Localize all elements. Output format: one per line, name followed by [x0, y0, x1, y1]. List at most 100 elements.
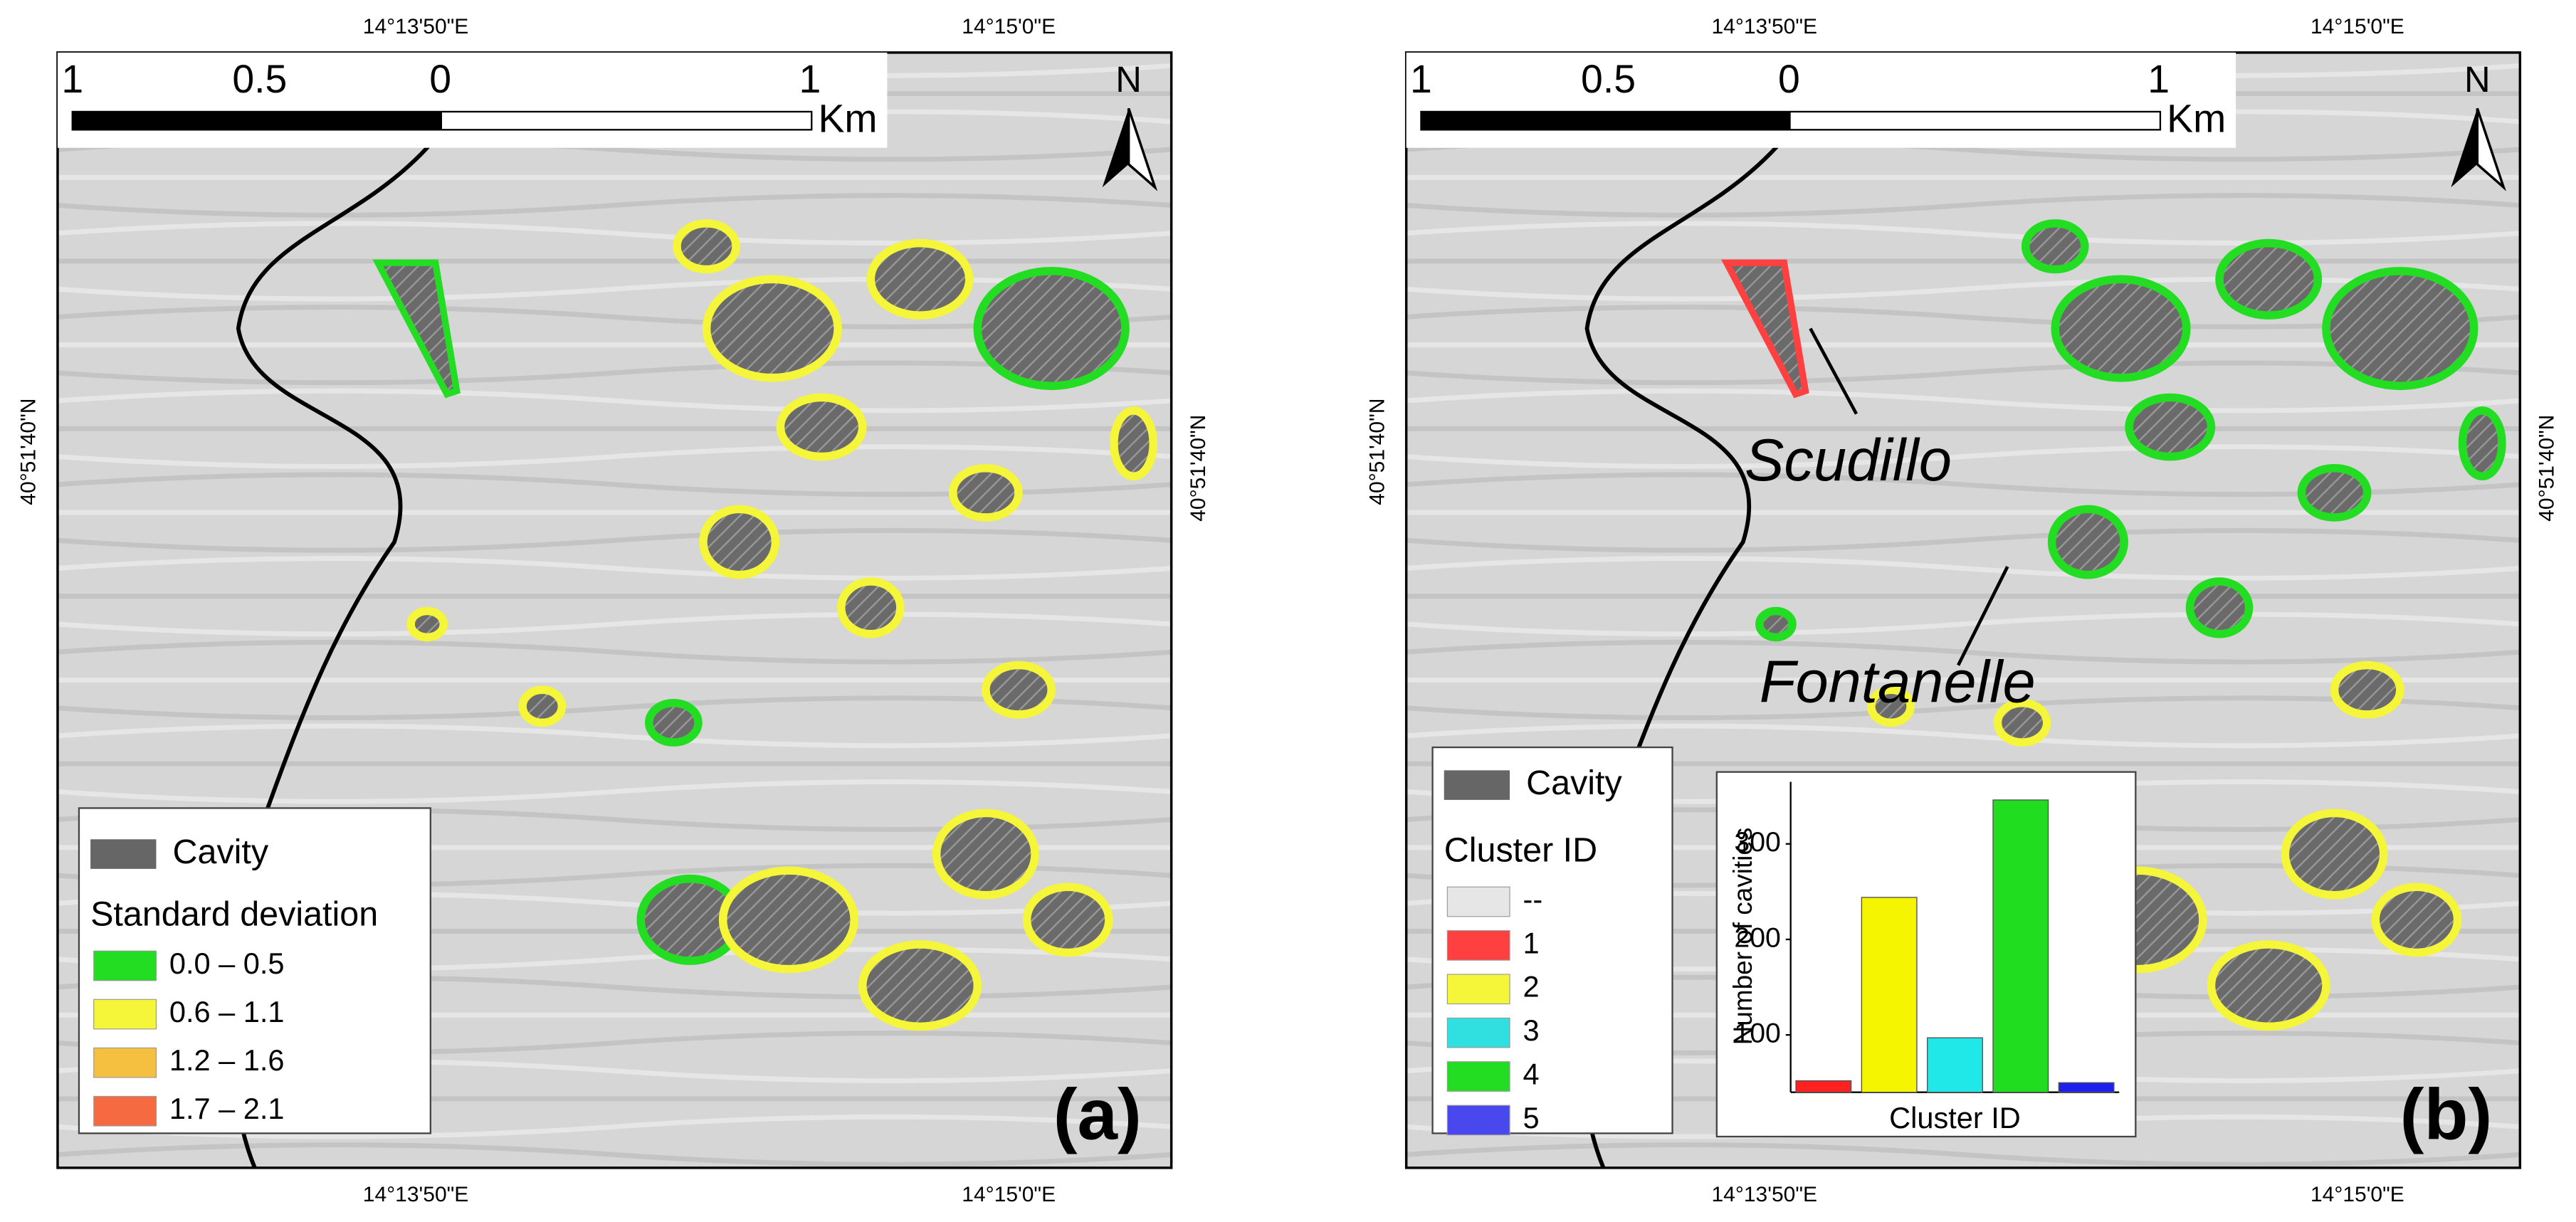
cavity-cluster — [837, 577, 905, 638]
bar — [2058, 1082, 2115, 1093]
cavity-cluster — [1866, 685, 1915, 727]
cavity-cluster — [518, 685, 567, 727]
legend-swatch — [93, 1047, 157, 1078]
latitude-label: 40°51'40"N — [1187, 415, 1210, 522]
terrain-texture — [57, 1114, 1172, 1139]
cavity-cluster — [718, 866, 859, 974]
y-tick-label: 100 — [1734, 1018, 1780, 1049]
cavity-cluster — [2281, 808, 2388, 900]
cavity-cluster — [702, 275, 842, 382]
terrain-texture — [1406, 527, 2520, 553]
terrain-texture — [57, 388, 1172, 414]
terrain-texture — [1406, 723, 2520, 749]
terrain-texture — [57, 556, 1172, 581]
terrain-texture — [57, 723, 1172, 749]
scale-bar-label: 0 — [429, 57, 451, 101]
terrain-texture — [1406, 388, 2520, 414]
north-arrow — [2476, 107, 2506, 191]
scale-bar-box — [57, 52, 888, 148]
longitude-label: 14°15'0"E — [962, 1183, 1056, 1206]
longitude-label: 14°13'50"E — [363, 15, 469, 38]
scale-bar-label: 0.5 — [1581, 57, 1636, 101]
scale-bar-label: 0 — [1778, 57, 1800, 101]
terrain-texture — [57, 193, 1172, 218]
terrain-texture — [1406, 1142, 2520, 1167]
cavity-cluster — [644, 698, 703, 747]
legend-swatch — [1446, 1105, 1510, 1136]
scale-bar-label: 1 — [799, 57, 821, 101]
cavity-cluster — [2185, 577, 2254, 638]
bar — [1795, 1080, 1852, 1093]
north-label: N — [1115, 59, 1142, 100]
cavity-cluster — [673, 219, 740, 274]
latitude-label: 40°51'40"N — [17, 399, 41, 505]
cavity-cluster — [372, 259, 461, 399]
legend-swatch — [1446, 974, 1510, 1005]
cavity-cluster — [866, 238, 974, 320]
legend-label: 2 — [1523, 970, 1540, 1004]
panel-label: (a) — [1053, 1074, 1142, 1155]
cavity-cluster — [973, 267, 1130, 391]
legend-label: 4 — [1523, 1057, 1540, 1090]
cavity-cluster — [2215, 238, 2323, 320]
cavity-cluster — [2322, 267, 2478, 391]
legend-label: 1 — [1523, 926, 1540, 959]
cavity-cluster — [2297, 463, 2372, 522]
legend-label: 0.0 – 0.5 — [169, 947, 285, 980]
legend-swatch — [90, 839, 157, 869]
scale-bar-unit: Km — [818, 96, 877, 140]
cavity-cluster — [699, 505, 780, 579]
north-arrow — [1127, 107, 1158, 191]
scale-bar-black — [1421, 111, 1791, 130]
north-label: N — [2464, 59, 2491, 100]
latitude-label: 40°51'40"N — [2535, 415, 2559, 522]
cavity-cluster — [1022, 883, 1113, 957]
legend-swatch — [93, 950, 157, 981]
cavity-cluster — [858, 940, 982, 1031]
cavity-cluster — [2021, 219, 2089, 274]
north-arrow — [2451, 108, 2478, 188]
legend-swatch — [1446, 1017, 1510, 1048]
cavity-cluster — [932, 808, 1039, 900]
scale-bar-label: 0.5 — [232, 57, 287, 101]
terrain-texture — [57, 1142, 1172, 1167]
cavity-cluster — [982, 660, 1056, 719]
bar — [1861, 897, 1918, 1093]
scale-bar-unit: Km — [2167, 96, 2226, 140]
legend-label: Cavity — [173, 833, 269, 871]
terrain-texture — [57, 611, 1172, 637]
scale-bar-box — [1406, 52, 2236, 148]
latitude-label: 40°51'40"N — [1365, 399, 1389, 505]
legend-swatch — [93, 999, 157, 1030]
legend-label: 1.7 – 2.1 — [169, 1092, 285, 1125]
terrain-texture — [1406, 193, 2520, 218]
north-arrow — [1102, 108, 1129, 188]
cavity-cluster — [2371, 883, 2462, 957]
cavity-cluster — [2125, 393, 2216, 461]
legend-title: Cluster ID — [1444, 831, 1597, 870]
legend-label: 3 — [1523, 1013, 1540, 1047]
cavity-cluster — [1721, 259, 1809, 399]
x-axis-label: Cluster ID — [1889, 1101, 2021, 1134]
cavity-cluster — [2458, 406, 2506, 481]
terrain-texture — [1406, 444, 2520, 469]
longitude-label: 14°15'0"E — [2310, 15, 2404, 38]
scale-bar-label: 1 — [61, 57, 83, 101]
cavity-cluster — [2330, 660, 2404, 719]
y-tick-label: 200 — [1734, 922, 1780, 953]
scale-bar-black — [72, 111, 442, 130]
legend-swatch — [93, 1095, 157, 1127]
inset-box — [1715, 771, 2137, 1138]
legend-swatch — [1444, 770, 1510, 800]
place-label: Scudillo — [1745, 427, 1952, 493]
longitude-label: 14°15'0"E — [2310, 1183, 2404, 1206]
terrain-texture — [1406, 556, 2520, 581]
terrain-texture — [1406, 611, 2520, 637]
longitude-label: 14°13'50"E — [363, 1183, 469, 1206]
legend-label: Cavity — [1526, 764, 1622, 802]
y-axis-label: Number of cavities — [1728, 828, 1757, 1045]
bar — [1927, 1037, 1983, 1093]
cavity-cluster — [1110, 406, 1158, 481]
